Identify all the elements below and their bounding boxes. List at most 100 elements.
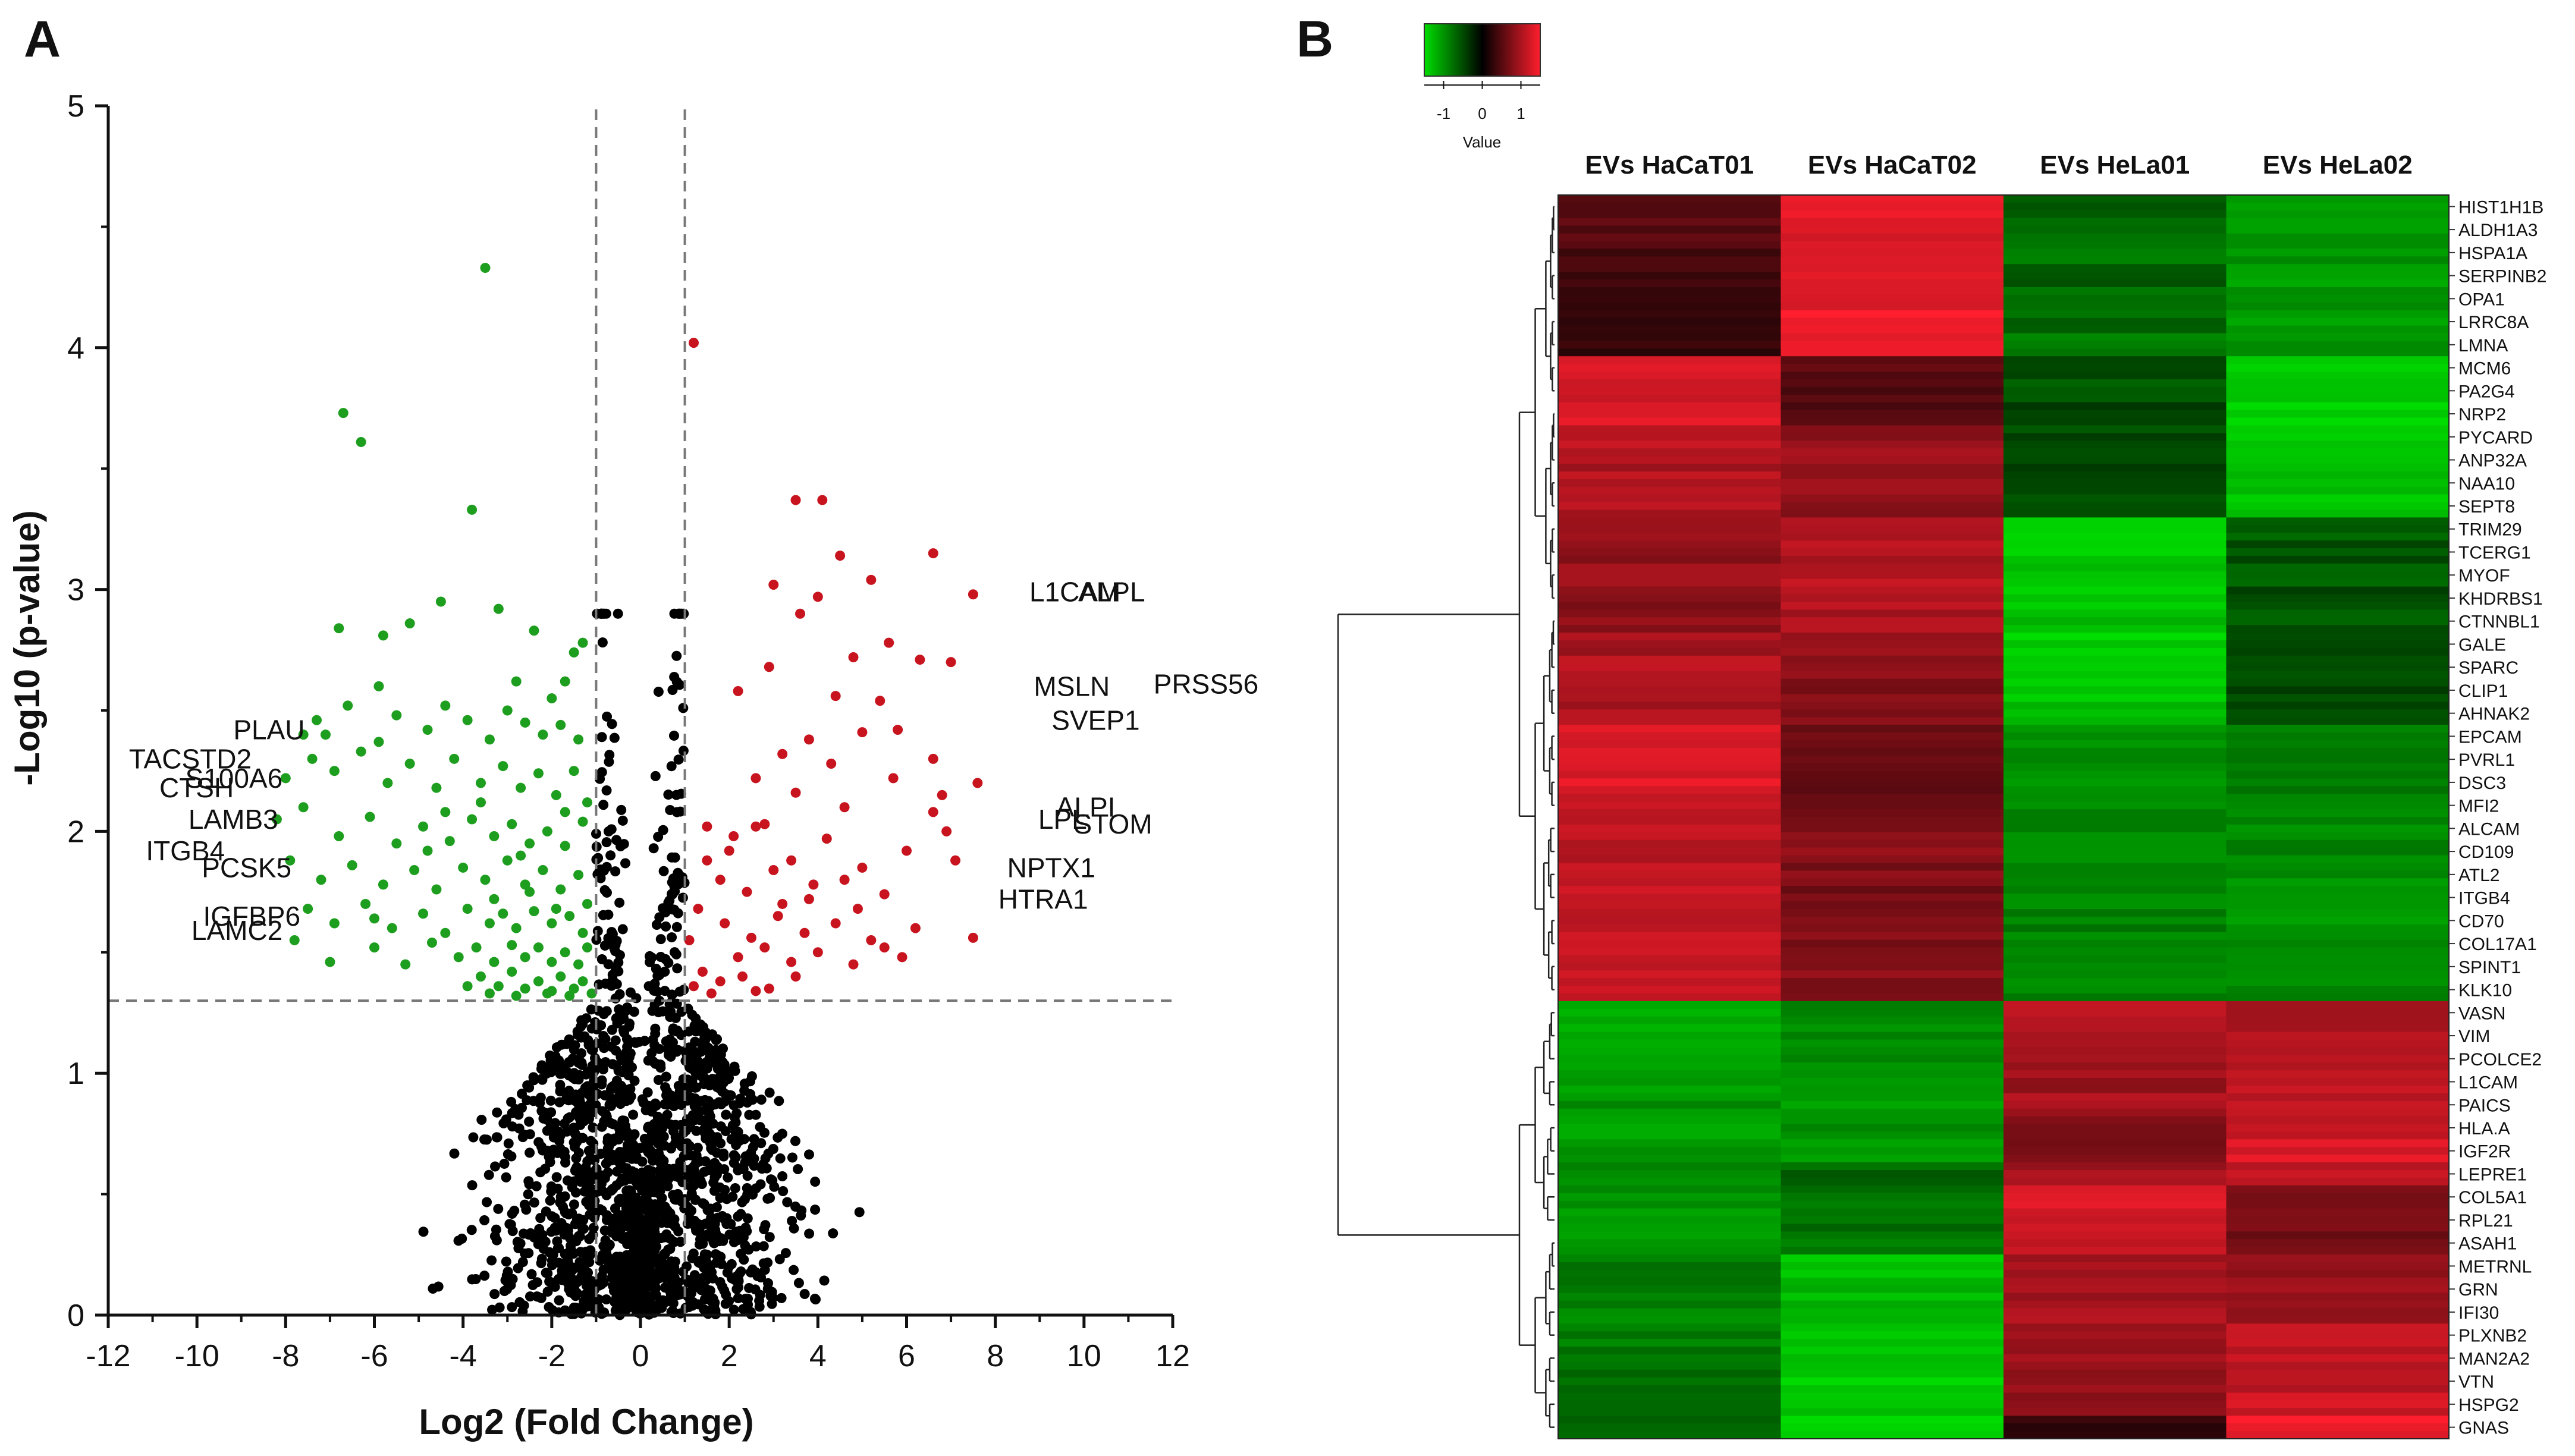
ns-point: [482, 1197, 492, 1207]
heatmap-row-label: PCOLCE2: [2458, 1050, 2542, 1070]
heatmap-cell: [2226, 1047, 2450, 1055]
heatmap-cell: [2226, 1155, 2450, 1163]
heatmap-cell: [1780, 894, 2004, 902]
ns-point: [486, 1255, 497, 1266]
colorbar-tick-label: 1: [1516, 105, 1525, 122]
heatmap-cell: [1558, 555, 1782, 564]
heatmap-cell: [2004, 456, 2227, 464]
heatmap-cell: [1558, 348, 1782, 357]
heatmap-cell: [1558, 494, 1782, 503]
heatmap-cell: [2226, 341, 2450, 349]
heatmap-cell: [1558, 1323, 1782, 1332]
down-point: [334, 623, 344, 634]
ns-point: [570, 1165, 580, 1176]
heatmap-cell: [2004, 1177, 2227, 1186]
ns-point: [699, 1045, 709, 1055]
up-point: [928, 753, 938, 764]
ns-point: [569, 1176, 579, 1187]
heatmap-cell: [1558, 717, 1782, 725]
y-tick-label: 2: [67, 815, 84, 849]
heatmap-cell: [2004, 463, 2227, 472]
ns-point: [643, 981, 654, 992]
heatmap-cell: [1780, 1308, 2004, 1316]
ns-point: [704, 1096, 714, 1106]
ns-point: [625, 1269, 636, 1279]
heatmap-cell: [2226, 548, 2450, 556]
gene-label: NPTX1: [1007, 852, 1095, 883]
heatmap-cell: [2226, 617, 2450, 625]
heatmap-row-label: COL17A1: [2458, 935, 2537, 954]
heatmap-cell: [1558, 1070, 1782, 1078]
heatmap-cell: [1558, 594, 1782, 603]
gene-label: ALPI: [1056, 792, 1116, 823]
ns-point: [581, 1180, 592, 1190]
ns-point: [673, 1188, 683, 1199]
ns-point: [819, 1275, 830, 1286]
ns-point: [607, 1024, 617, 1035]
heatmap-cell: [1780, 1431, 2004, 1439]
threshold-lines: [108, 106, 1173, 1315]
ns-point: [619, 1027, 630, 1038]
ns-point: [691, 1125, 702, 1136]
ns-point: [667, 1119, 678, 1130]
ns-point: [554, 1055, 564, 1066]
ns-point: [660, 1248, 671, 1259]
ns-point: [623, 1069, 634, 1080]
ns-point: [639, 1133, 650, 1144]
heatmap-cell: [2226, 1416, 2450, 1424]
up-point: [764, 662, 774, 672]
heatmap-cell: [1780, 1131, 2004, 1140]
heatmap-cell: [1780, 1339, 2004, 1347]
heatmap-row-label: HSPG2: [2458, 1395, 2519, 1415]
ns-point: [727, 1273, 737, 1284]
down-point: [467, 504, 478, 515]
heatmap-cell: [1558, 425, 1782, 433]
heatmap-cell: [2226, 1400, 2450, 1408]
heatmap-cell: [1558, 1369, 1782, 1378]
down-point: [586, 988, 597, 999]
up-point: [777, 749, 788, 759]
ns-point: [651, 920, 662, 930]
heatmap-cell: [2004, 963, 2227, 971]
heatmap-cell: [1780, 325, 2004, 334]
ns-point: [581, 1013, 592, 1024]
heatmap-cell: [1780, 548, 2004, 556]
ns-point: [630, 1228, 641, 1238]
up-point: [759, 942, 770, 953]
ns-point: [611, 979, 622, 989]
heatmap-cell: [1558, 1354, 1782, 1363]
heatmap-cell: [1558, 533, 1782, 541]
heatmap-cell: [2004, 325, 2227, 334]
up-point: [750, 821, 761, 832]
up-point: [790, 971, 801, 982]
ns-point: [629, 1143, 640, 1154]
down-point: [489, 831, 500, 842]
ns-point: [596, 732, 607, 743]
heatmap-cell: [2004, 717, 2227, 725]
ns-point: [583, 1067, 593, 1077]
heatmap-cell: [2226, 993, 2450, 1002]
heatmap-cell: [1558, 479, 1782, 488]
heatmap-cell: [2004, 978, 2227, 986]
ns-point: [619, 1175, 630, 1186]
heatmap-cell: [2004, 1361, 2227, 1370]
up-point: [772, 911, 783, 922]
heatmap-cell: [1558, 747, 1782, 756]
heatmap-cell: [2004, 394, 2227, 403]
ns-point: [621, 1251, 632, 1262]
ns-point: [492, 1107, 503, 1118]
heatmap-cell: [1558, 1039, 1782, 1048]
heatmap-cell: [2004, 356, 2227, 364]
heatmap-cell: [1780, 264, 2004, 272]
heatmap-cell: [2226, 686, 2450, 694]
heatmap-cell: [1780, 433, 2004, 441]
heatmap-cell: [1780, 1093, 2004, 1102]
ns-point: [764, 1087, 775, 1098]
ns-point: [573, 1215, 584, 1225]
heatmap-cell: [1780, 725, 2004, 733]
down-point: [573, 959, 584, 970]
heatmap-cell: [1558, 801, 1782, 810]
down-point: [285, 855, 296, 866]
heatmap-cell: [2226, 333, 2450, 341]
